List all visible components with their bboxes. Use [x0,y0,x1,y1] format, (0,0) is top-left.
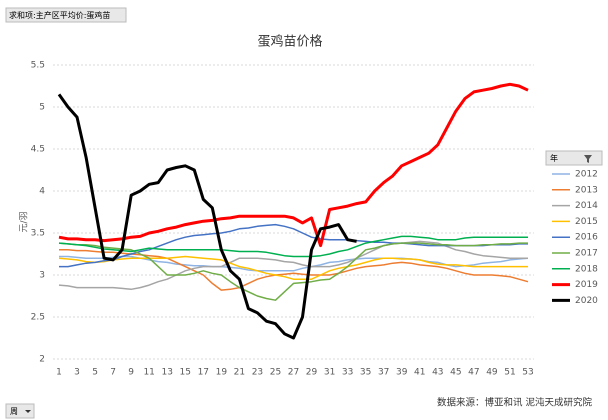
y-tick-label: 2 [39,355,45,365]
x-tick-label: 11 [143,368,154,378]
series-line [58,235,528,258]
legend-label: 2016 [575,233,598,243]
x-tick-label: 9 [128,368,134,378]
x-tick-label: 21 [234,368,245,378]
x-tick-label: 13 [162,368,173,378]
x-tick-label: 51 [504,368,515,378]
y-tick-label: 4 [39,187,45,197]
axis-field-button-label: 周 [10,407,18,416]
series-line [58,82,529,248]
legend-label: 2020 [575,296,598,306]
x-tick-label: 33 [342,368,353,378]
legend-label: 2013 [575,185,598,195]
series-line [57,93,357,340]
y-tick-label: 3.5 [31,229,45,239]
y-tick-label: 5 [39,103,45,113]
y-tick-label: 2.5 [31,313,45,323]
series-line [58,255,528,280]
x-tick-label: 29 [306,368,318,378]
y-tick-label: 3 [39,271,45,281]
source: 数据来源：博亚和讯 泥沌天成研究院 [437,397,593,409]
legend-label: 2014 [575,201,598,211]
series-line [58,242,528,301]
y-tick-label: 4.5 [31,145,45,155]
x-tick-label: 39 [396,368,408,378]
y-tick-label: 5.5 [31,61,45,71]
x-tick-label: 3 [74,368,80,378]
x-tick-label: 41 [414,368,425,378]
x-tick-label: 37 [378,368,389,378]
x-tick-label: 19 [216,368,228,378]
x-tick-label: 23 [252,368,263,378]
field-button-label: 求和项:主产区平均价:蛋鸡苗 [9,10,110,20]
y-axis-label: 元/羽 [19,211,30,232]
field-button[interactable] [5,7,127,23]
chart-title: 蛋鸡苗价格 [257,34,322,50]
legend-label: 2019 [575,280,598,290]
x-tick-label: 31 [324,368,335,378]
x-tick-label: 25 [270,368,281,378]
filter-icon[interactable] [584,155,592,163]
legend-label: 2017 [575,249,598,259]
x-tick-label: 7 [110,368,116,378]
x-tick-label: 35 [360,368,371,378]
x-tick-label: 49 [486,368,498,378]
x-tick-label: 43 [432,368,443,378]
x-tick-label: 27 [288,368,299,378]
x-tick-label: 47 [468,368,479,378]
series-line [58,240,528,291]
dropdown-arrow [25,410,31,413]
x-tick-label: 45 [450,368,461,378]
x-tick-label: 53 [522,368,533,378]
axis-field-button[interactable] [5,403,35,419]
legend-label: 2012 [575,170,598,180]
legend-title: 年 [550,153,558,163]
x-tick-label: 5 [92,368,98,378]
series-line [59,249,529,291]
x-tick-label: 1 [56,368,62,378]
x-tick-label: 15 [180,368,191,378]
x-tick-label: 17 [198,368,209,378]
legend-label: 2015 [575,217,598,227]
legend-label: 2018 [575,264,598,274]
